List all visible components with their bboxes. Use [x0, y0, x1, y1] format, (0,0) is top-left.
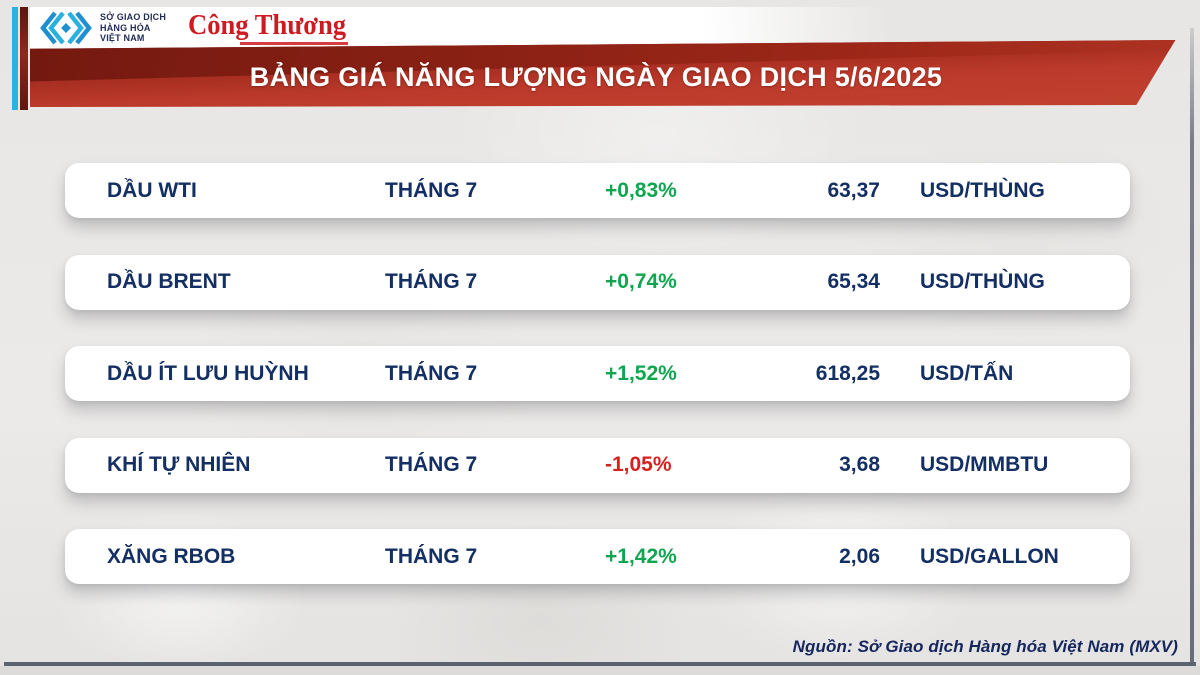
contract-month: THÁNG 7 — [385, 270, 478, 293]
price-value: 3,68 — [839, 453, 880, 476]
source-note: Nguồn: Sở Giao dịch Hàng hóa Việt Nam (M… — [792, 637, 1178, 656]
commodity-name: DẦU ÍT LƯU HUỲNH — [107, 361, 309, 385]
price-table: DẦU WTI THÁNG 7 +0,83% 63,37 USD/THÙNG D… — [65, 163, 1130, 584]
price-value: 2,06 — [839, 544, 880, 568]
frame-bottom-edge — [4, 662, 1196, 666]
contract-month: THÁNG 7 — [385, 544, 478, 568]
price-value: 63,37 — [827, 178, 880, 202]
commodity-name: XĂNG RBOB — [107, 544, 236, 568]
mxv-logo-text: SỞ GIAO DỊCH HÀNG HÓA VIỆT NAM — [100, 12, 166, 44]
commodity-name: DẦU WTI — [107, 178, 197, 202]
frame-right-edge — [1190, 28, 1194, 666]
price-row: XĂNG RBOB THÁNG 7 +1,42% 2,06 USD/GALLON — [65, 529, 1130, 584]
mxv-logo-line-1: SỞ GIAO DỊCH — [100, 12, 167, 23]
left-accent-cyan-bar — [12, 7, 18, 110]
price-unit: USD/THÙNG — [920, 178, 1045, 202]
left-accent-maroon-bar — [20, 7, 28, 110]
price-row: DẦU BRENT THÁNG 7 +0,74% 65,34 USD/THÙNG — [65, 254, 1130, 310]
mxv-logo-line-2: HÀNG HÓA — [100, 22, 151, 33]
contract-month: THÁNG 7 — [385, 178, 478, 202]
contract-month: THÁNG 7 — [385, 361, 478, 385]
mxv-logo-icon — [40, 11, 92, 45]
price-row: KHÍ TỰ NHIÊN THÁNG 7 -1,05% 3,68 USD/MMB… — [65, 437, 1130, 493]
change-percent: +1,52% — [605, 361, 677, 385]
commodity-name: KHÍ TỰ NHIÊN — [107, 453, 251, 476]
contract-month: THÁNG 7 — [385, 453, 478, 476]
congthuong-logo-text: Công Thương — [188, 9, 347, 41]
page-title: BẢNG GIÁ NĂNG LƯỢNG NGÀY GIAO DỊCH 5/6/2… — [249, 61, 943, 92]
change-percent: +0,74% — [605, 270, 677, 293]
price-row: DẦU ÍT LƯU HUỲNH THÁNG 7 +1,52% 618,25 U… — [65, 346, 1130, 401]
price-value: 65,34 — [827, 270, 880, 293]
logo-strip: SỞ GIAO DỊCH HÀNG HÓA VIỆT NAM Công Thươ… — [30, 7, 890, 49]
price-unit: USD/THÙNG — [920, 270, 1045, 293]
change-percent: +1,42% — [605, 544, 677, 568]
price-unit: USD/GALLON — [920, 544, 1059, 568]
congthuong-logo: Công Thương — [188, 9, 354, 45]
change-percent: -1,05% — [605, 453, 672, 476]
commodity-name: DẦU BRENT — [107, 270, 231, 293]
bottom-strip — [0, 666, 1200, 675]
title-banner: BẢNG GIÁ NĂNG LƯỢNG NGÀY GIAO DỊCH 5/6/2… — [30, 40, 1176, 107]
price-value: 618,25 — [815, 361, 880, 385]
congthuong-tagline-bar — [240, 41, 349, 45]
mxv-logo-line-3: VIỆT NAM — [100, 33, 145, 44]
price-row: DẦU WTI THÁNG 7 +0,83% 63,37 USD/THÙNG — [65, 163, 1130, 218]
price-unit: USD/TẤN — [920, 361, 1014, 385]
change-percent: +0,83% — [605, 178, 677, 202]
price-unit: USD/MMBTU — [920, 453, 1049, 476]
